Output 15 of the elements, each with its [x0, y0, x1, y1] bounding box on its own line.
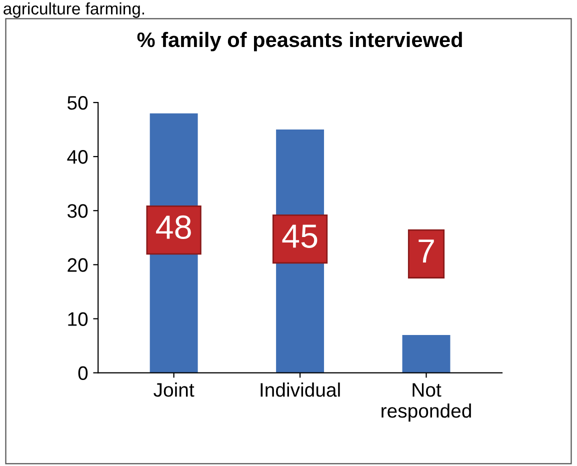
data-label: 45: [282, 224, 318, 248]
data-label: 48: [156, 215, 191, 240]
x-tick-label: Not responded: [382, 383, 471, 422]
bar: [402, 334, 450, 373]
y-tick-label: 20: [68, 258, 88, 272]
x-tick-label: Joint: [154, 382, 194, 397]
data-label: 7: [418, 240, 434, 262]
text: agriculture farming.: [4, 2, 144, 18]
y-tick-label: 50: [68, 96, 88, 110]
x-tick-label: Individual: [260, 382, 340, 397]
chart-title: % family of peasants interviewed: [137, 32, 462, 52]
y-tick-label: 10: [68, 312, 88, 326]
y-tick-label: 30: [67, 204, 88, 218]
y-tick-label: 40: [67, 150, 88, 164]
y-tick-label: 0: [78, 366, 88, 380]
